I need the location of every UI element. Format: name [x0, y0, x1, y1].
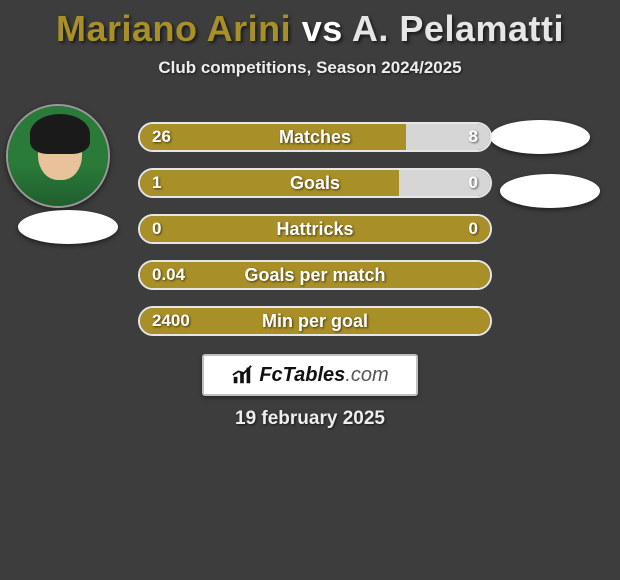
player1-avatar — [6, 104, 110, 208]
bar-goals-per-match: 0.04 Goals per match — [138, 260, 492, 290]
bar-goals: 1 Goals 0 — [138, 168, 492, 198]
brand-badge[interactable]: FcTables.com — [202, 354, 418, 396]
bar-goals-value-right: 0 — [469, 170, 478, 196]
title-vs: vs — [302, 8, 343, 49]
bar-matches: 26 Matches 8 — [138, 122, 492, 152]
player2-flag-oval-1 — [490, 120, 590, 154]
stat-bars: 26 Matches 8 1 Goals 0 0 Hattricks 0 0.0… — [138, 122, 492, 352]
page-title: Mariano Arini vs A. Pelamatti — [0, 0, 620, 50]
bar-mpg-label: Min per goal — [140, 308, 490, 334]
player1-face-placeholder — [8, 106, 108, 206]
bar-hattricks: 0 Hattricks 0 — [138, 214, 492, 244]
brand-light: .com — [345, 364, 388, 386]
bar-goals-label: Goals — [140, 170, 490, 196]
date-text: 19 february 2025 — [0, 408, 620, 430]
bar-gpm-label: Goals per match — [140, 262, 490, 288]
player1-flag-oval — [18, 210, 118, 244]
bar-chart-icon — [231, 364, 253, 386]
bar-min-per-goal: 2400 Min per goal — [138, 306, 492, 336]
bar-matches-label: Matches — [140, 124, 490, 150]
title-player1: Mariano Arini — [56, 8, 291, 49]
brand-text: FcTables.com — [259, 364, 388, 387]
bar-hattricks-value-right: 0 — [469, 216, 478, 242]
brand-strong: FcTables — [259, 364, 345, 386]
subtitle: Club competitions, Season 2024/2025 — [0, 58, 620, 78]
player2-flag-oval-2 — [500, 174, 600, 208]
comparison-card: Mariano Arini vs A. Pelamatti Club compe… — [0, 0, 620, 580]
bar-hattricks-label: Hattricks — [140, 216, 490, 242]
bar-matches-value-right: 8 — [469, 124, 478, 150]
title-player2: A. Pelamatti — [352, 8, 564, 49]
